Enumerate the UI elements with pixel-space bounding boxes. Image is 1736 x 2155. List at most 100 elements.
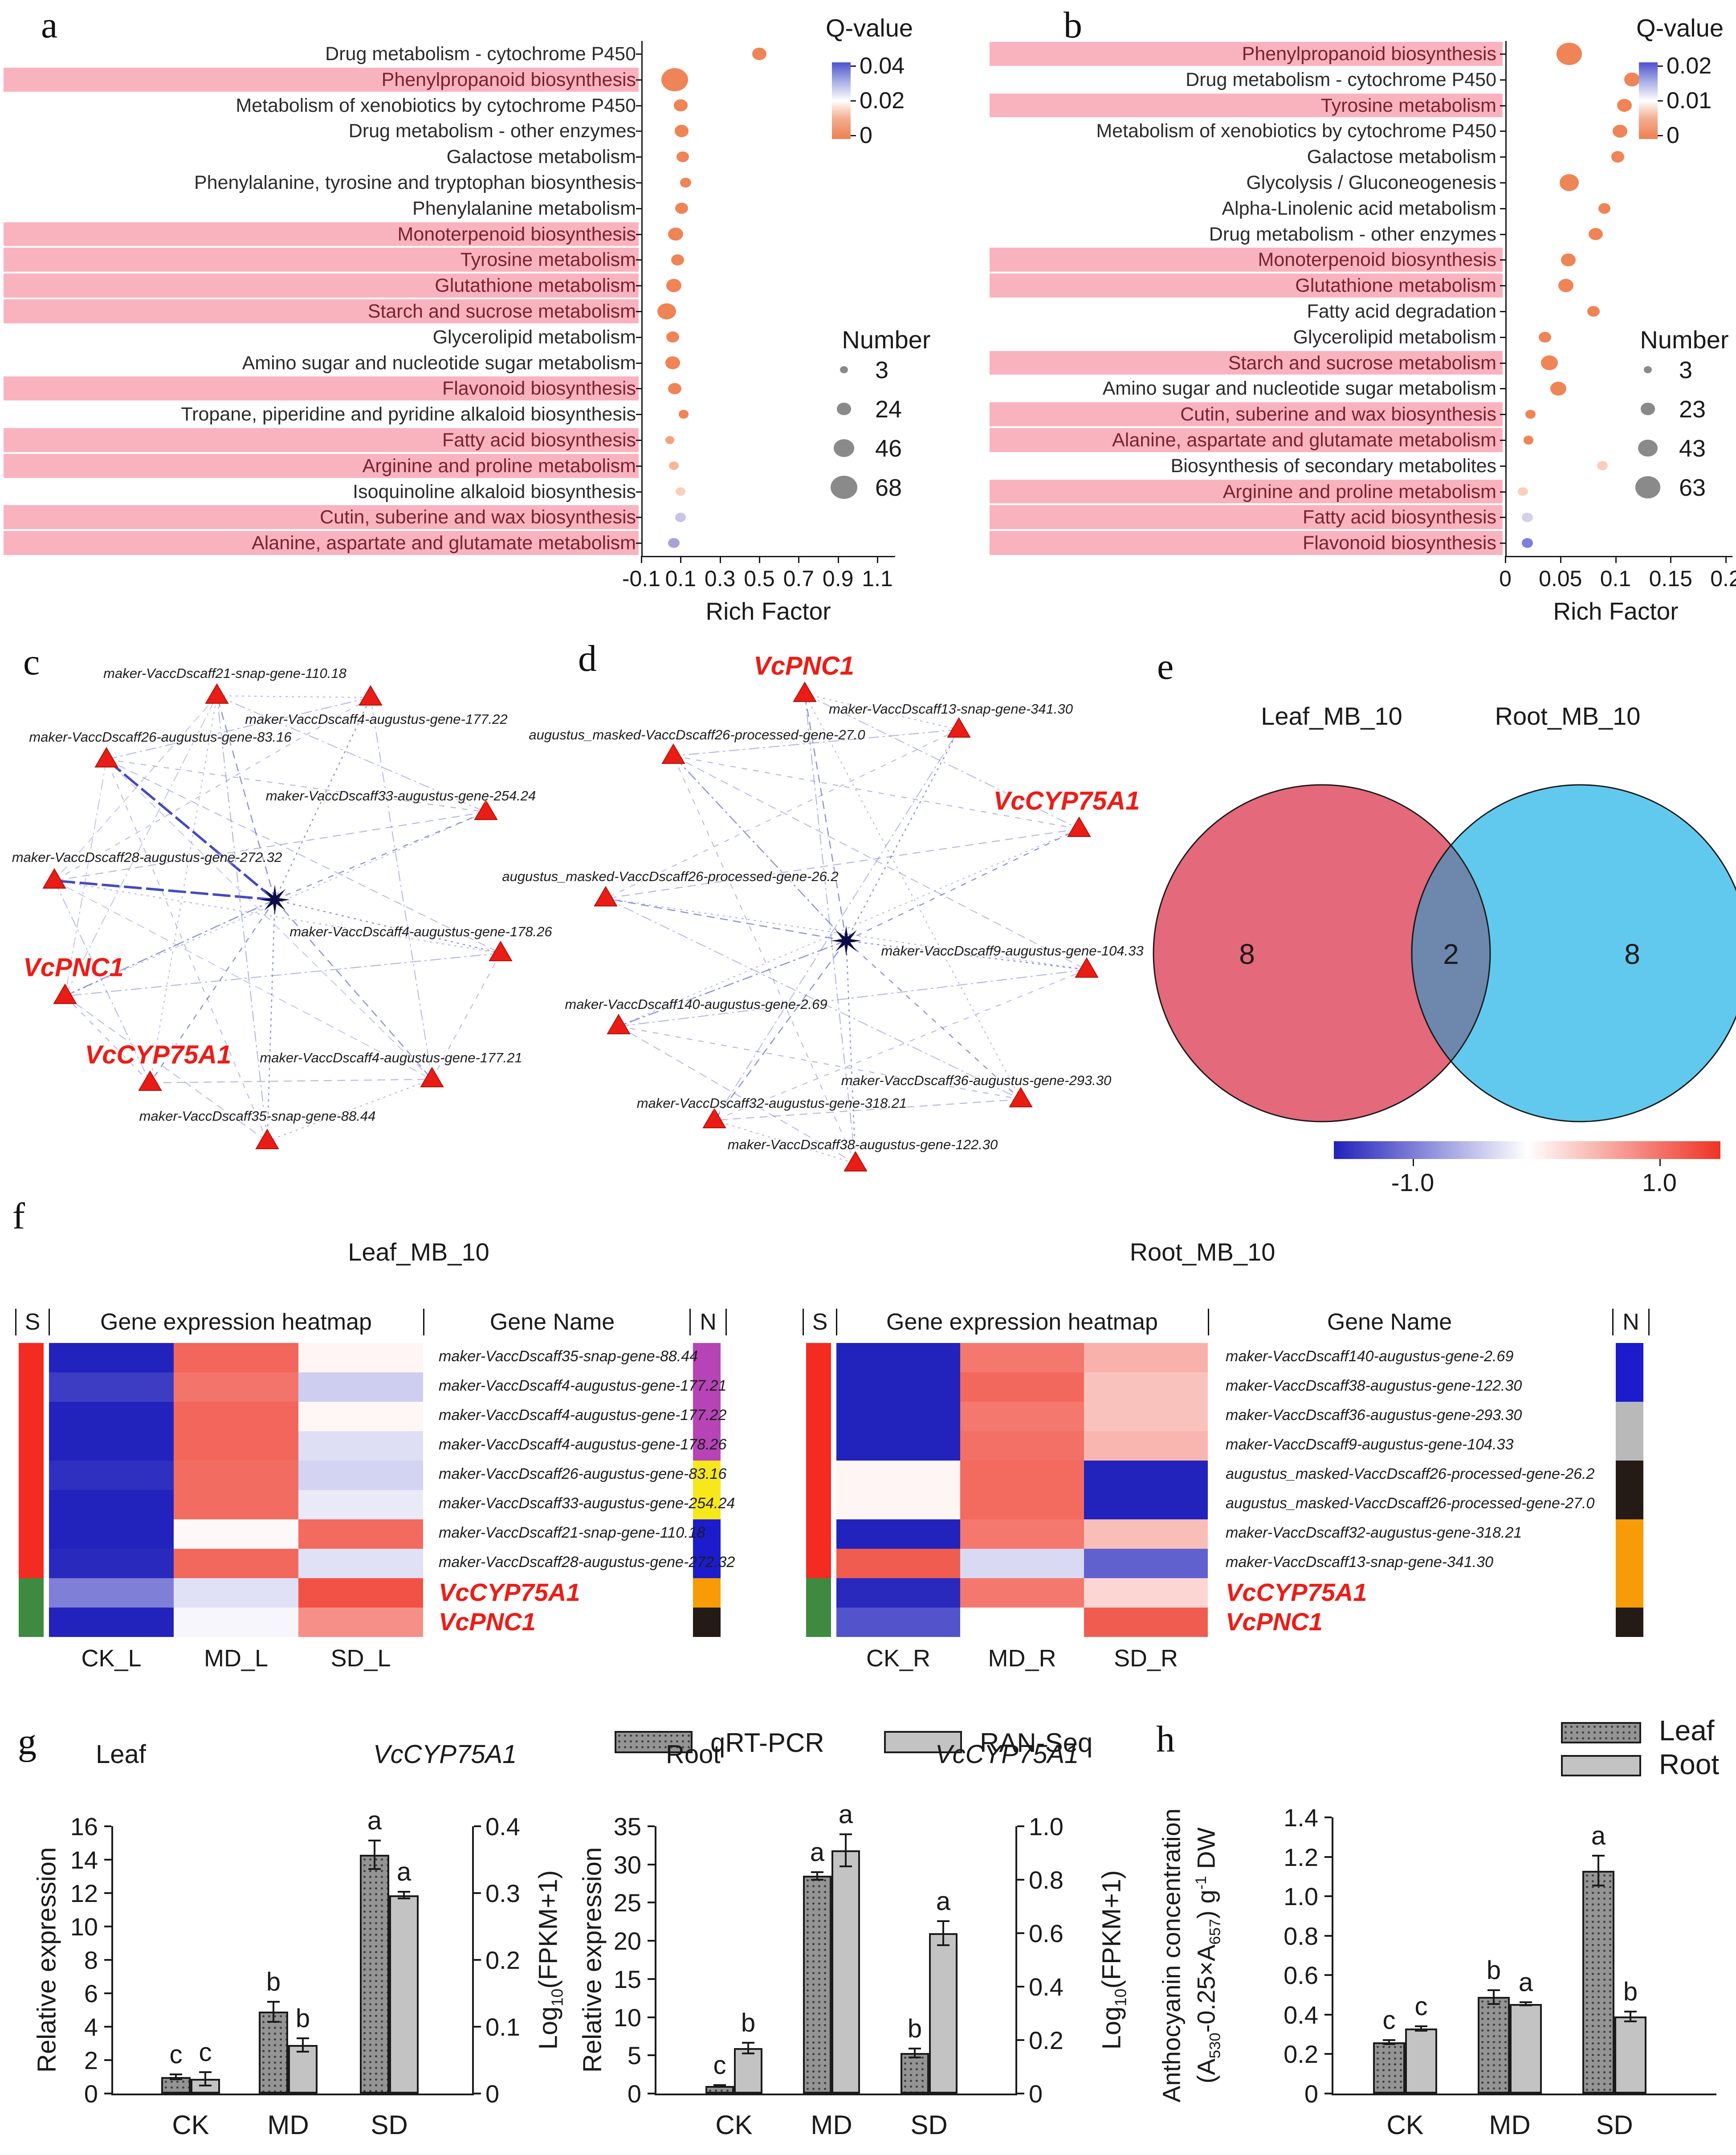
pathway-label: Starch and sucrose metabolism bbox=[367, 300, 636, 322]
pathway-label: Fatty acid biosynthesis bbox=[1303, 506, 1496, 528]
pathway-label: Phenylalanine, tyrosine and tryptophan b… bbox=[194, 171, 636, 193]
x-axis-tick-label: 0.1 bbox=[665, 566, 697, 591]
network-edge bbox=[804, 693, 959, 731]
y-axis-title-left: Relative expression bbox=[32, 1847, 61, 2073]
left-tick bbox=[104, 2026, 111, 2028]
data-dot bbox=[666, 279, 682, 293]
error-bar-cap bbox=[742, 2042, 754, 2044]
heatmap-cell bbox=[49, 1431, 174, 1461]
right-tick-label: 0.1 bbox=[485, 2013, 520, 2041]
number-legend-label: 3 bbox=[1679, 357, 1693, 384]
network-edge bbox=[65, 811, 486, 997]
row-highlight-band bbox=[990, 402, 1503, 426]
network-edge bbox=[54, 695, 217, 881]
header-heatmap: Gene expression heatmap bbox=[49, 1309, 424, 1335]
y-axis-row-tick bbox=[1500, 543, 1505, 544]
error-bar-cap bbox=[1520, 2001, 1532, 2003]
heatmap-cell bbox=[1084, 1490, 1208, 1519]
row-highlight-band bbox=[4, 428, 639, 452]
s-strip-block bbox=[19, 1343, 44, 1578]
error-bar-cap bbox=[937, 1920, 950, 1922]
qvalue-tick-label: 0.01 bbox=[1667, 88, 1712, 114]
right-tick bbox=[1017, 1932, 1024, 1934]
gene-node-triangle bbox=[42, 868, 66, 889]
left-tick bbox=[1324, 2053, 1332, 2055]
left-tick-label: 5 bbox=[627, 2041, 641, 2070]
left-tick bbox=[1324, 1974, 1332, 1976]
network-edge bbox=[714, 729, 959, 1121]
heatmap-cell bbox=[174, 1519, 298, 1549]
data-dot bbox=[668, 383, 681, 394]
y-axis-row-tick bbox=[1500, 336, 1505, 338]
data-dot bbox=[752, 48, 766, 60]
network-edge bbox=[106, 759, 486, 813]
heatmap-cell bbox=[49, 1402, 174, 1431]
error-bar-cap bbox=[1487, 2003, 1500, 2005]
left-tick-label: 0.2 bbox=[1284, 2040, 1318, 2069]
gene-name-label: maker-VaccDscaff4-augustus-gene-178.26 bbox=[439, 1436, 727, 1453]
error-bar-cap bbox=[1592, 1855, 1605, 1857]
y-axis-left bbox=[655, 1826, 656, 2095]
error-bar-cap bbox=[199, 2085, 212, 2086]
x-axis-tick-label: 0.9 bbox=[822, 566, 854, 591]
pathway-label: Arginine and proline metabolism bbox=[362, 455, 636, 477]
x-category-label: CK bbox=[715, 2110, 753, 2140]
error-bar-line bbox=[942, 1921, 944, 1945]
header-n: N bbox=[689, 1309, 727, 1335]
network-edge bbox=[618, 1025, 1021, 1100]
data-dot bbox=[1587, 306, 1600, 317]
right-tick bbox=[1017, 2039, 1024, 2041]
gene-node-label: VcCYP75A1 bbox=[993, 786, 1140, 816]
error-bar-cap bbox=[1520, 2004, 1532, 2007]
x-axis-tick bbox=[837, 556, 839, 563]
data-dot bbox=[668, 227, 684, 241]
heatmap-cell bbox=[174, 1461, 298, 1490]
pathway-label: Biosynthesis of secondary metabolites bbox=[1170, 455, 1496, 477]
left-tick-label: 1.0 bbox=[1284, 1882, 1318, 1911]
gene-node-triangle bbox=[53, 984, 77, 1004]
network-edge bbox=[216, 695, 276, 900]
qvalue-tick bbox=[1658, 100, 1663, 102]
heatmap-cell bbox=[836, 1549, 960, 1578]
gene-name-label: maker-VaccDscaff28-augustus-gene-272.32 bbox=[439, 1554, 735, 1571]
row-highlight-band bbox=[990, 531, 1503, 555]
y-axis-row-tick bbox=[1500, 491, 1505, 493]
error-bar-line bbox=[1630, 2012, 1631, 2022]
left-tick bbox=[104, 1825, 111, 1827]
bar-ran-seq bbox=[929, 1933, 958, 2094]
y-axis-row-tick bbox=[636, 362, 641, 364]
heatmap-column-label: MD_L bbox=[204, 1645, 269, 1672]
gene-node-triangle bbox=[594, 886, 618, 906]
network-edge bbox=[605, 828, 1080, 899]
network-edge bbox=[432, 953, 501, 1080]
venn-count: 8 bbox=[1239, 938, 1255, 970]
data-dot bbox=[668, 538, 680, 548]
y-axis-row-tick bbox=[636, 491, 641, 493]
right-tick bbox=[1017, 1825, 1024, 1827]
data-dot bbox=[671, 254, 685, 265]
number-legend-title: Number bbox=[1640, 326, 1729, 354]
x-axis-tick-label: 0.3 bbox=[704, 566, 736, 591]
hub-node bbox=[831, 926, 861, 956]
y-axis-row-tick bbox=[636, 233, 641, 235]
qvalue-tick bbox=[1658, 65, 1663, 67]
gene-node-label: maker-VaccDscaff4-augustus-gene-177.21 bbox=[260, 1050, 522, 1065]
bar-ran-seq bbox=[389, 1895, 419, 2094]
left-tick bbox=[1324, 1935, 1332, 1937]
data-dot bbox=[675, 202, 689, 214]
heatmap-title: Leaf_MB_10 bbox=[348, 1238, 489, 1266]
network-edge bbox=[266, 899, 276, 1142]
x-axis-line bbox=[1505, 556, 1732, 557]
sig-letter: b bbox=[741, 2008, 756, 2037]
network-edge bbox=[267, 1078, 432, 1142]
data-dot bbox=[1539, 331, 1552, 343]
error-bar-cap bbox=[839, 1865, 852, 1867]
error-bar-cap bbox=[713, 2086, 726, 2088]
left-tick-label: 1.4 bbox=[1284, 1804, 1318, 1832]
left-tick bbox=[648, 1940, 655, 1942]
x-axis-tick bbox=[1560, 556, 1561, 563]
heatmap-cell bbox=[174, 1343, 298, 1372]
s-strip-block bbox=[806, 1578, 831, 1637]
header-gene-name: Gene Name bbox=[1327, 1309, 1452, 1335]
sig-letter: a bbox=[838, 1800, 853, 1829]
